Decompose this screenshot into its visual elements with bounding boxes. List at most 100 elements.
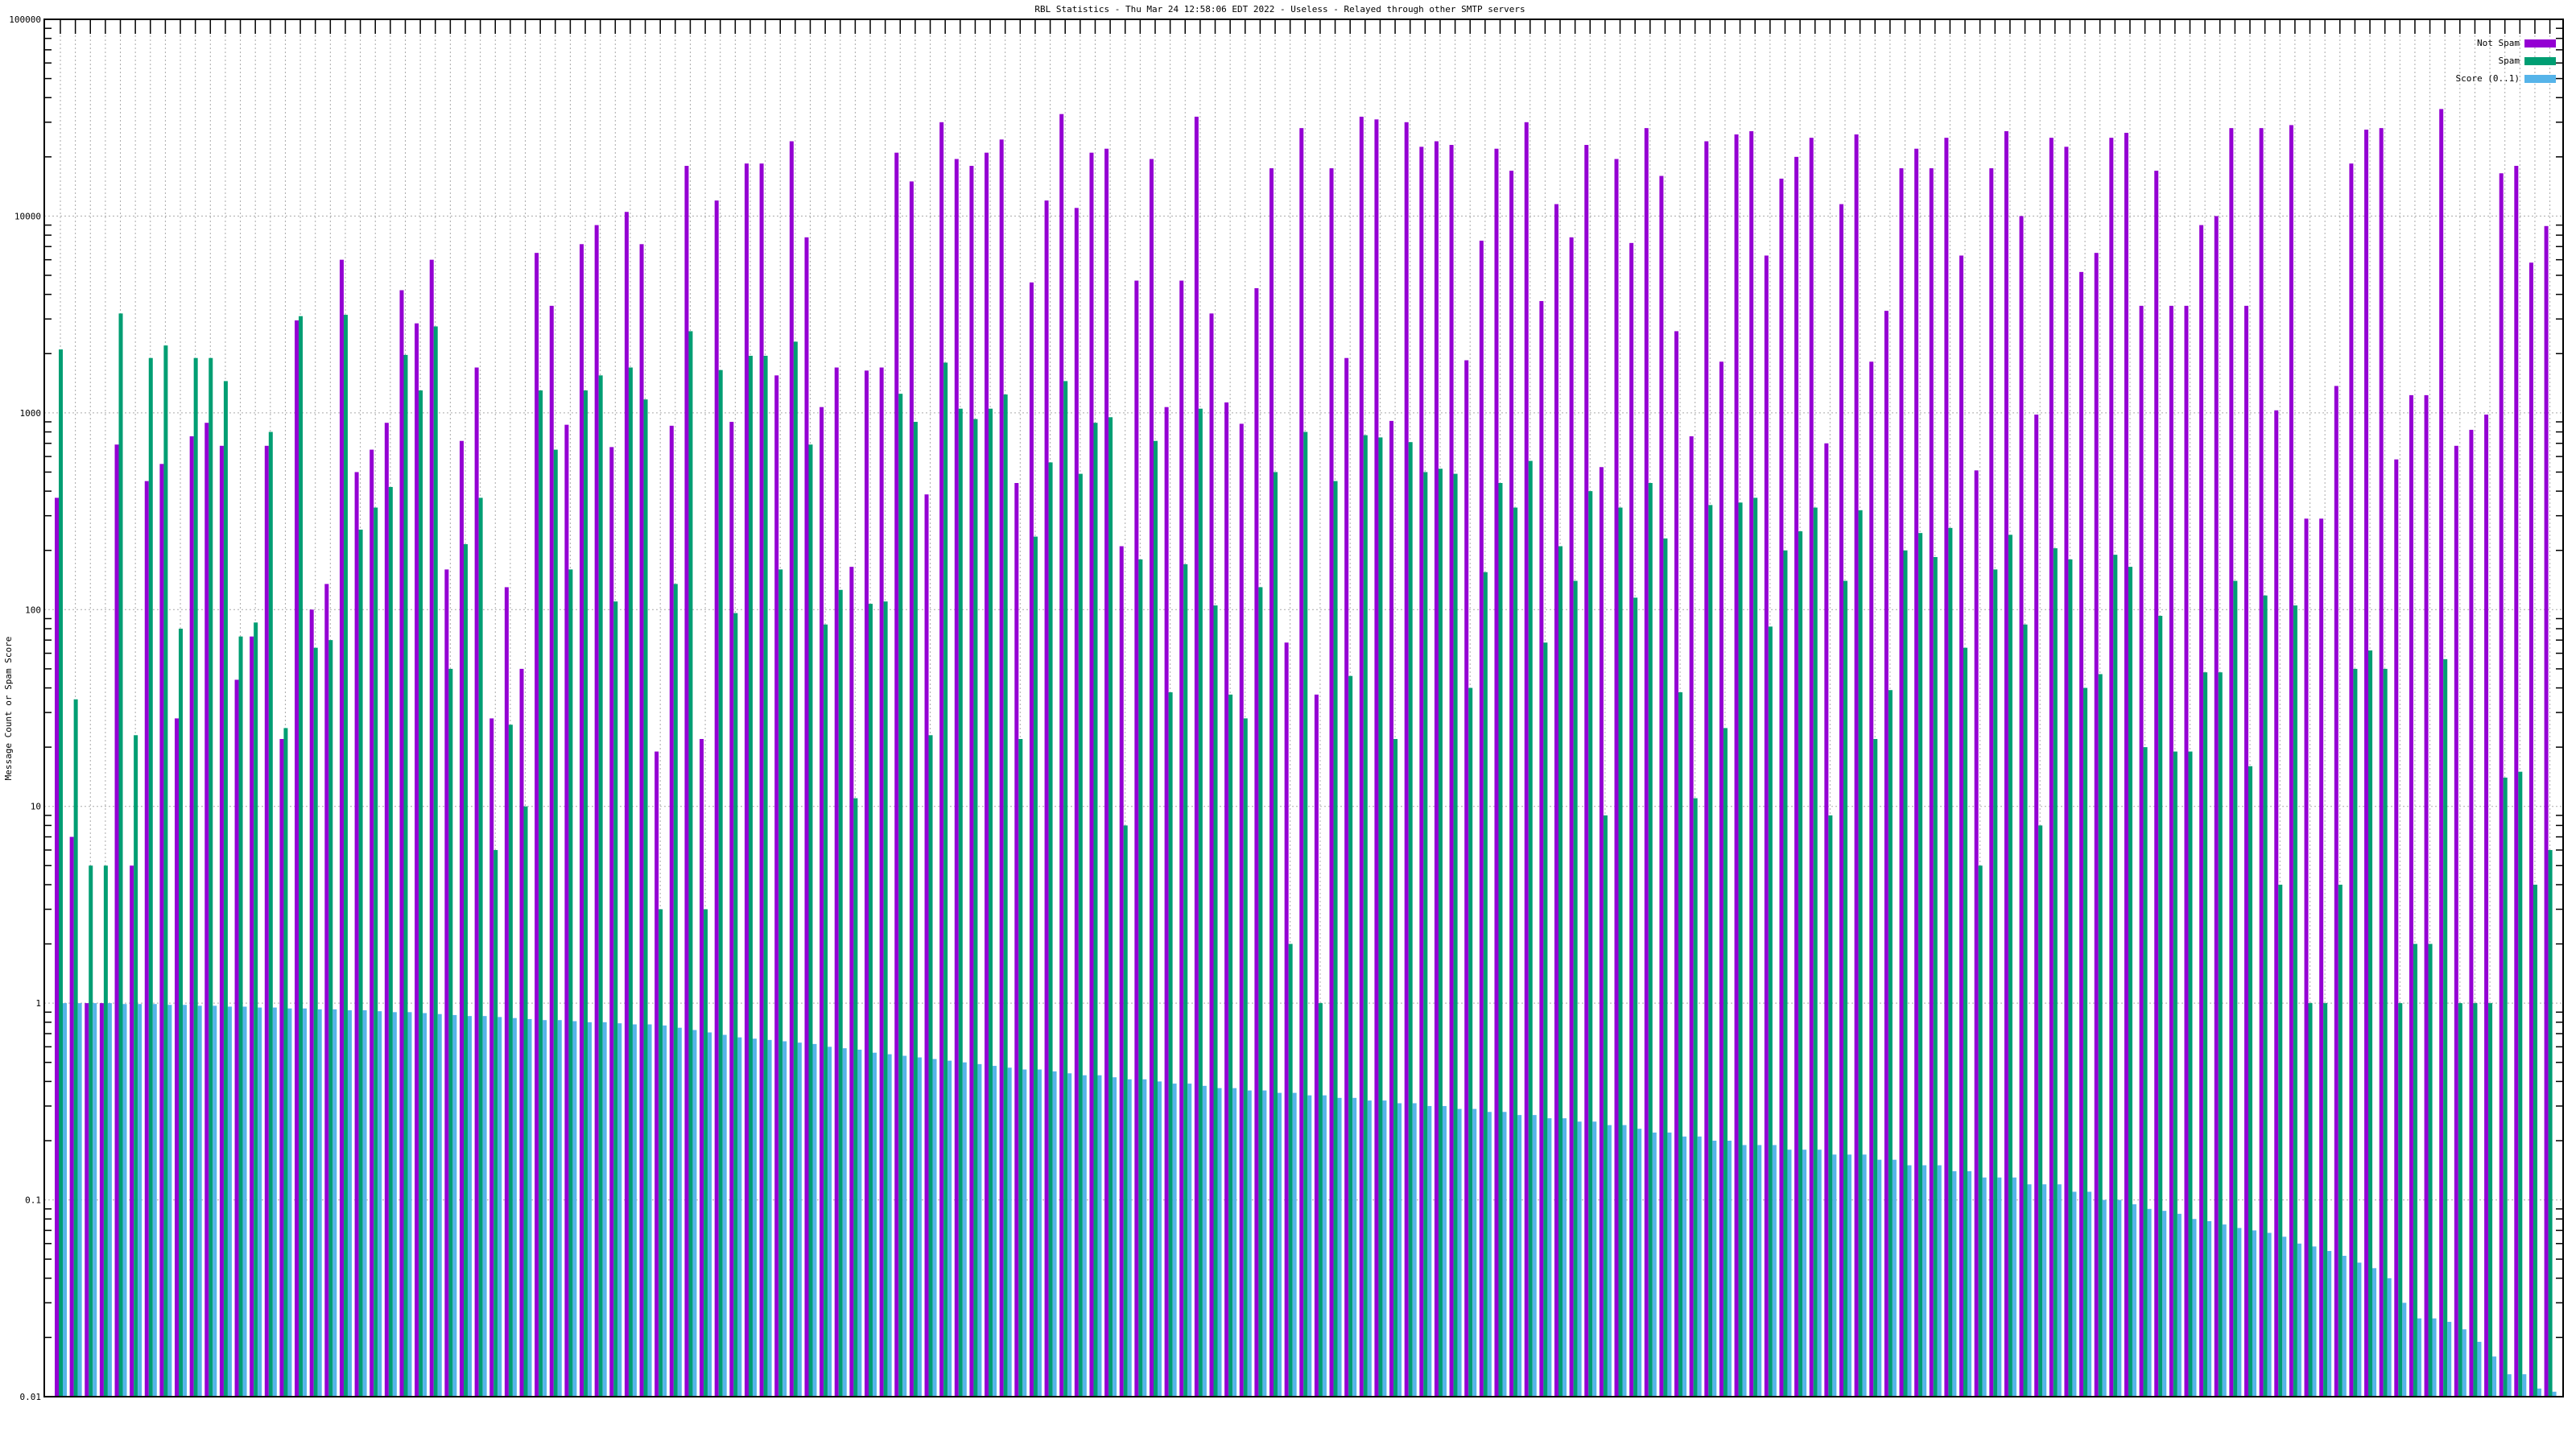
bar-not-spam [564, 424, 569, 1397]
bar-spam [2503, 777, 2508, 1397]
bar-not-spam [234, 679, 239, 1397]
bar-not-spam [2109, 138, 2114, 1397]
bar-score [497, 1017, 502, 1397]
bar-spam [2293, 605, 2297, 1397]
bar-spam [1588, 491, 1593, 1397]
bar-score [362, 1009, 367, 1397]
bar-not-spam [999, 139, 1004, 1397]
bar-spam [1183, 564, 1188, 1397]
bar-spam [374, 507, 378, 1397]
bar-not-spam [1479, 240, 1484, 1397]
bar-spam [1978, 865, 1983, 1397]
bar-score [1802, 1150, 1807, 1397]
bar-spam [448, 668, 453, 1397]
bar-not-spam [2409, 394, 2413, 1397]
bar-spam [1528, 460, 1533, 1397]
bar-spam [2188, 751, 2193, 1397]
bar-not-spam [2169, 305, 2174, 1397]
bar-not-spam [324, 584, 329, 1397]
bar-spam [943, 362, 948, 1397]
bar-not-spam [865, 370, 869, 1397]
bar-score [2327, 1251, 2332, 1397]
bar-score [392, 1012, 397, 1397]
bar-spam [2488, 1003, 2493, 1397]
bar-spam [1543, 642, 1548, 1397]
bar-not-spam [1389, 420, 1394, 1397]
bar-not-spam [1914, 148, 1919, 1397]
bar-score [677, 1027, 682, 1397]
y-tick-label: 10000 [14, 211, 41, 221]
bar-spam [598, 375, 603, 1397]
bar-score [602, 1022, 607, 1397]
bar-score [1922, 1165, 1927, 1397]
bar-spam [898, 394, 903, 1397]
bar-score [452, 1014, 457, 1397]
bar-score [2192, 1219, 2197, 1397]
bar-spam [1258, 587, 1263, 1397]
bar-spam [343, 315, 348, 1397]
bar-spam [568, 569, 573, 1397]
bar-score [1172, 1084, 1177, 1397]
bar-spam [1378, 437, 1383, 1397]
bar-not-spam [1869, 361, 1874, 1397]
bar-spam [478, 497, 483, 1397]
bar-score [1682, 1136, 1687, 1397]
bar-score [1292, 1092, 1297, 1397]
bar-score [1352, 1097, 1357, 1397]
bar-not-spam [1014, 483, 1019, 1397]
bar-spam [1828, 815, 1833, 1397]
bar-spam [2278, 884, 2283, 1397]
bar-not-spam [189, 436, 194, 1397]
bar-spam [733, 613, 738, 1397]
y-tick-label: 100000 [9, 14, 41, 25]
bar-not-spam [415, 323, 419, 1397]
bar-score [1337, 1097, 1342, 1397]
legend-swatch-score [2524, 75, 2556, 83]
bar-not-spam [1554, 204, 1558, 1397]
bar-not-spam [1164, 407, 1169, 1397]
y-tick-label: 0.1 [25, 1195, 41, 1206]
bar-score [1577, 1121, 1582, 1397]
bar-score [197, 1005, 202, 1397]
bar-not-spam [1029, 282, 1034, 1397]
bar-not-spam [1749, 130, 1754, 1397]
bar-score [2447, 1322, 2452, 1397]
bar-score [287, 1008, 292, 1397]
bar-spam [2098, 674, 2103, 1397]
bar-not-spam [654, 751, 659, 1397]
bar-not-spam [2154, 171, 2159, 1397]
bar-score [227, 1006, 232, 1397]
bar-score [842, 1048, 847, 1397]
bar-not-spam [2499, 173, 2504, 1397]
bar-spam [1363, 435, 1368, 1397]
bar-spam [1738, 502, 1743, 1397]
bar-spam [59, 349, 63, 1397]
bar-score [1067, 1073, 1072, 1397]
bar-spam [148, 357, 153, 1397]
bar-spam [89, 865, 93, 1397]
bar-score [2387, 1278, 2392, 1397]
bar-spam [208, 357, 213, 1397]
bar-spam [388, 486, 393, 1397]
bar-spam [1318, 1003, 1323, 1397]
bar-spam [989, 408, 993, 1397]
bar-not-spam [1614, 159, 1619, 1397]
bar-not-spam [2274, 410, 2279, 1397]
bar-not-spam [2484, 415, 2489, 1397]
bar-spam [1138, 559, 1143, 1397]
bar-spam [1843, 580, 1847, 1397]
bar-spam [1963, 647, 1968, 1397]
bar-not-spam [2259, 128, 2264, 1397]
bar-score [2267, 1232, 2272, 1397]
bar-not-spam [460, 440, 464, 1397]
bar-not-spam [580, 244, 584, 1397]
bar-not-spam [714, 200, 719, 1397]
bar-score [272, 1007, 277, 1397]
bar-spam [2548, 849, 2553, 1397]
bar-not-spam [1839, 204, 1843, 1397]
bar-spam [299, 316, 303, 1397]
bar-spam [283, 728, 288, 1397]
bar-score [2462, 1329, 2467, 1397]
bar-score [887, 1054, 892, 1397]
bar-score [1532, 1115, 1537, 1397]
